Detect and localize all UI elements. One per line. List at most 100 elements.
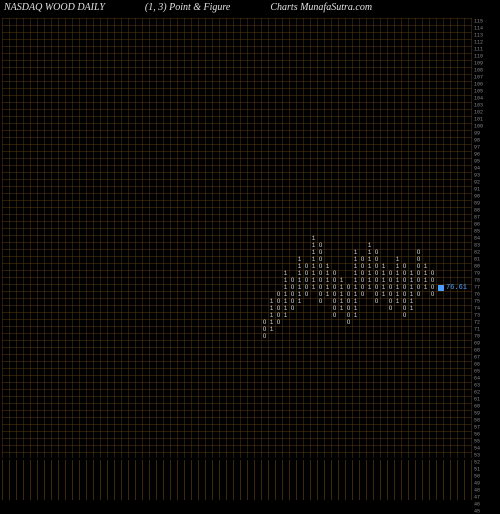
bottom-tick — [443, 460, 444, 500]
pnf-x-cell: 1 — [380, 284, 387, 291]
pnf-o-cell: O — [317, 256, 324, 263]
pnf-x-cell: 1 — [324, 277, 331, 284]
bottom-tick — [191, 460, 192, 500]
y-axis-label: 77 — [474, 285, 498, 290]
grid-line-v — [2, 18, 3, 458]
y-axis-label: 68 — [474, 348, 498, 353]
y-axis-label: 54 — [474, 446, 498, 451]
pnf-x-cell: 1 — [366, 242, 373, 249]
grid-line-v — [128, 18, 129, 458]
grid-line-v — [30, 18, 31, 458]
bottom-tick — [359, 460, 360, 500]
bottom-tick — [317, 460, 318, 500]
y-axis-label: 66 — [474, 362, 498, 367]
y-axis-label: 62 — [474, 390, 498, 395]
pnf-x-cell: 1 — [366, 270, 373, 277]
chart-header: NASDAQ WOOD DAILY (1, 3) Point & Figure … — [4, 2, 496, 18]
bottom-tick — [198, 460, 199, 500]
y-axis-label: 92 — [474, 180, 498, 185]
pnf-o-cell: O — [359, 284, 366, 291]
bottom-tick — [464, 460, 465, 500]
source-label: Charts MunafaSutra.com — [270, 2, 372, 18]
pnf-x-cell: 1 — [296, 298, 303, 305]
pnf-o-cell: O — [401, 305, 408, 312]
y-axis-label: 69 — [474, 341, 498, 346]
pnf-x-cell: 1 — [352, 263, 359, 270]
pnf-x-cell: 1 — [338, 284, 345, 291]
pnf-o-cell: O — [317, 242, 324, 249]
pnf-column: OOOOOO — [387, 270, 394, 312]
pnf-o-cell: O — [373, 249, 380, 256]
grid-line-v — [191, 18, 192, 458]
pnf-x-cell: 1 — [282, 298, 289, 305]
y-axis-label: 85 — [474, 229, 498, 234]
pnf-o-cell: O — [401, 312, 408, 319]
bottom-tick — [149, 460, 150, 500]
pnf-x-cell: 1 — [394, 277, 401, 284]
pnf-x-cell: 1 — [366, 277, 373, 284]
bottom-tick — [114, 460, 115, 500]
y-axis-label: 89 — [474, 201, 498, 206]
grid-line-v — [317, 18, 318, 458]
pnf-o-cell: O — [275, 312, 282, 319]
pnf-o-cell: O — [387, 277, 394, 284]
pnf-x-cell: 1 — [296, 277, 303, 284]
pnf-x-cell: 1 — [408, 298, 415, 305]
bottom-tick — [282, 460, 283, 500]
grid-line-v — [142, 18, 143, 458]
pnf-o-cell: O — [317, 291, 324, 298]
pnf-o-cell: O — [415, 270, 422, 277]
grid-line-v — [114, 18, 115, 458]
y-axis-label: 96 — [474, 152, 498, 157]
pnf-column: OOOOOO — [359, 256, 366, 298]
pnf-column: 1111111 — [296, 256, 303, 305]
bottom-tick — [310, 460, 311, 500]
bottom-tick — [324, 460, 325, 500]
pnf-o-cell: O — [373, 263, 380, 270]
y-axis-label: 59 — [474, 411, 498, 416]
pnf-o-cell: O — [345, 319, 352, 326]
pnf-column: OOOOOOOO — [401, 263, 408, 319]
pnf-o-cell: O — [429, 270, 436, 277]
pnf-o-cell: O — [275, 291, 282, 298]
y-axis-label: 99 — [474, 131, 498, 136]
y-axis-label: 48 — [474, 488, 498, 493]
grid-line-v — [331, 18, 332, 458]
pnf-o-cell: O — [373, 291, 380, 298]
pnf-x-cell: 1 — [296, 291, 303, 298]
grid-line-v — [457, 18, 458, 458]
pnf-x-cell: 1 — [394, 270, 401, 277]
symbol-label: NASDAQ WOOD DAILY — [4, 2, 105, 18]
grid-line-v — [443, 18, 444, 458]
bottom-tick — [219, 460, 220, 500]
config-label: (1, 3) Point & Figure — [145, 2, 230, 18]
bottom-tick — [170, 460, 171, 500]
pnf-column: OOOOO — [275, 291, 282, 326]
pnf-o-cell: O — [429, 277, 436, 284]
grid-line-v — [422, 18, 423, 458]
grid-line-v — [303, 18, 304, 458]
pnf-x-cell: 1 — [352, 249, 359, 256]
pnf-o-cell: O — [359, 291, 366, 298]
y-axis-label: 86 — [474, 222, 498, 227]
pnf-column: 1111111 — [366, 242, 373, 291]
bottom-tick — [205, 460, 206, 500]
pnf-o-cell: O — [289, 305, 296, 312]
grid-line-v — [373, 18, 374, 458]
grid-line-v — [198, 18, 199, 458]
bottom-tick — [212, 460, 213, 500]
pnf-column: OOOOOO — [345, 284, 352, 326]
pnf-x-cell: 1 — [366, 249, 373, 256]
y-axis-label: 55 — [474, 439, 498, 444]
y-axis-label: 83 — [474, 243, 498, 248]
pnf-o-cell: O — [401, 263, 408, 270]
y-axis-label: 63 — [474, 383, 498, 388]
pnf-x-cell: 1 — [352, 305, 359, 312]
pnf-x-cell: 1 — [352, 277, 359, 284]
pnf-x-cell: 1 — [310, 249, 317, 256]
pnf-x-cell: 1 — [352, 291, 359, 298]
y-axis-label: 94 — [474, 166, 498, 171]
grid-line-v — [366, 18, 367, 458]
y-axis-label: 82 — [474, 250, 498, 255]
y-axis-label: 46 — [474, 502, 498, 507]
